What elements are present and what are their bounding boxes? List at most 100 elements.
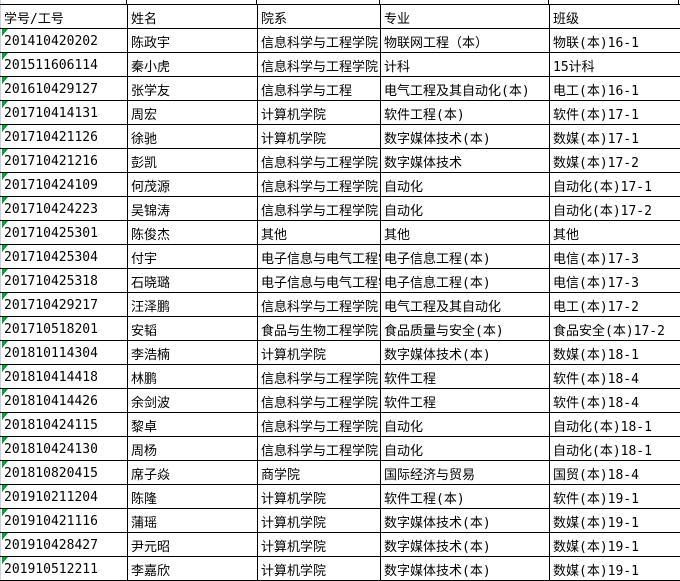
cell-student-id[interactable]: 201710425318 bbox=[1, 269, 128, 293]
cell-name[interactable]: 黎卓 bbox=[128, 413, 258, 437]
cell-major[interactable]: 自动化 bbox=[381, 437, 550, 461]
cell-department[interactable]: 计算机学院 bbox=[258, 509, 381, 533]
cell-class[interactable]: 自动化(本)18-1 bbox=[550, 413, 680, 437]
cell-class[interactable]: 15计科 bbox=[550, 53, 680, 77]
cell-department[interactable]: 信息科学与工程学院 bbox=[258, 149, 381, 173]
cell-student-id[interactable]: 201810424130 bbox=[1, 437, 128, 461]
cell-department[interactable]: 信息科学与工程学院 bbox=[258, 389, 381, 413]
cell-department[interactable]: 计算机学院 bbox=[258, 341, 381, 365]
cell-class[interactable]: 自动化(本)17-1 bbox=[550, 173, 680, 197]
cell-major[interactable]: 自动化 bbox=[381, 173, 550, 197]
cell-student-id[interactable]: 201710429217 bbox=[1, 293, 128, 317]
cell-class[interactable]: 软件(本)18-4 bbox=[550, 365, 680, 389]
cell-name[interactable]: 周宏 bbox=[128, 101, 258, 125]
cell-department[interactable]: 其他 bbox=[258, 221, 381, 245]
cell-class[interactable]: 自动化(本)17-2 bbox=[550, 197, 680, 221]
cell-class[interactable]: 物联(本)16-1 bbox=[550, 29, 680, 53]
cell-major[interactable]: 电子信息工程(本) bbox=[381, 269, 550, 293]
cell-student-id[interactable]: 201410420202 bbox=[1, 29, 128, 53]
cell-class[interactable]: 软件(本)18-4 bbox=[550, 389, 680, 413]
cell-department[interactable]: 计算机学院 bbox=[258, 101, 381, 125]
cell-major[interactable]: 电气工程及其自动化 bbox=[381, 293, 550, 317]
cell-department[interactable]: 信息科学与工程学院 bbox=[258, 173, 381, 197]
cell-student-id[interactable]: 201710414131 bbox=[1, 101, 128, 125]
column-header-class[interactable]: 班级 bbox=[550, 5, 680, 29]
cell-major[interactable]: 软件工程 bbox=[381, 389, 550, 413]
cell-student-id[interactable]: 201810414426 bbox=[1, 389, 128, 413]
cell-name[interactable]: 石晓璐 bbox=[128, 269, 258, 293]
cell-name[interactable]: 汪泽鹏 bbox=[128, 293, 258, 317]
cell-major[interactable]: 国际经济与贸易 bbox=[381, 461, 550, 485]
cell-student-id[interactable]: 201710425301 bbox=[1, 221, 128, 245]
cell-major[interactable]: 自动化 bbox=[381, 413, 550, 437]
cell-class[interactable]: 电工(本)17-2 bbox=[550, 293, 680, 317]
cell-name[interactable]: 张学友 bbox=[128, 77, 258, 101]
cell-class[interactable]: 数媒(本)17-1 bbox=[550, 125, 680, 149]
cell-major[interactable]: 数字媒体技术(本) bbox=[381, 533, 550, 557]
cell-name[interactable]: 尹元昭 bbox=[128, 533, 258, 557]
cell-student-id[interactable]: 201710424223 bbox=[1, 197, 128, 221]
cell-department[interactable]: 信息科学与工程学院 bbox=[258, 197, 381, 221]
cell-name[interactable]: 付宇 bbox=[128, 245, 258, 269]
cell-major[interactable]: 数字媒体技术(本) bbox=[381, 557, 550, 581]
cell-name[interactable]: 何茂源 bbox=[128, 173, 258, 197]
cell-student-id[interactable]: 201810414418 bbox=[1, 365, 128, 389]
cell-class[interactable]: 数媒(本)18-1 bbox=[550, 341, 680, 365]
cell-class[interactable]: 电信(本)17-3 bbox=[550, 269, 680, 293]
cell-major[interactable]: 数字媒体技术 bbox=[381, 149, 550, 173]
cell-department[interactable]: 信息科学与工程 bbox=[258, 77, 381, 101]
cell-class[interactable]: 其他 bbox=[550, 221, 680, 245]
cell-major[interactable]: 物联网工程（本） bbox=[381, 29, 550, 53]
cell-name[interactable]: 余剑波 bbox=[128, 389, 258, 413]
cell-student-id[interactable]: 201511606114 bbox=[1, 53, 128, 77]
cell-name[interactable]: 李嘉欣 bbox=[128, 557, 258, 581]
cell-student-id[interactable]: 201710421126 bbox=[1, 125, 128, 149]
cell-class[interactable]: 软件(本)19-1 bbox=[550, 485, 680, 509]
cell-major[interactable]: 软件工程(本) bbox=[381, 101, 550, 125]
cell-class[interactable]: 食品安全(本)17-2 bbox=[550, 317, 680, 341]
cell-student-id[interactable]: 201710518201 bbox=[1, 317, 128, 341]
cell-name[interactable]: 吴锦涛 bbox=[128, 197, 258, 221]
cell-name[interactable]: 蒲瑶 bbox=[128, 509, 258, 533]
cell-class[interactable]: 国贸(本)18-4 bbox=[550, 461, 680, 485]
cell-department[interactable]: 计算机学院 bbox=[258, 485, 381, 509]
cell-major[interactable]: 其他 bbox=[381, 221, 550, 245]
cell-name[interactable]: 李浩楠 bbox=[128, 341, 258, 365]
cell-major[interactable]: 软件工程(本) bbox=[381, 485, 550, 509]
cell-class[interactable]: 软件(本)17-1 bbox=[550, 101, 680, 125]
cell-department[interactable]: 电子信息与电气工程学院 bbox=[258, 269, 381, 293]
cell-class[interactable]: 数媒(本)17-2 bbox=[550, 149, 680, 173]
cell-student-id[interactable]: 201710421216 bbox=[1, 149, 128, 173]
cell-name[interactable]: 彭凯 bbox=[128, 149, 258, 173]
column-header-student-id[interactable]: 学号/工号 bbox=[1, 5, 128, 29]
cell-name[interactable]: 秦小虎 bbox=[128, 53, 258, 77]
cell-name[interactable]: 陈俊杰 bbox=[128, 221, 258, 245]
column-header-department[interactable]: 院系 bbox=[258, 5, 381, 29]
cell-name[interactable]: 徐驰 bbox=[128, 125, 258, 149]
cell-major[interactable]: 计科 bbox=[381, 53, 550, 77]
cell-department[interactable]: 信息科学与工程学院 bbox=[258, 29, 381, 53]
cell-department[interactable]: 信息科学与工程学院 bbox=[258, 413, 381, 437]
cell-major[interactable]: 软件工程 bbox=[381, 365, 550, 389]
column-header-major[interactable]: 专业 bbox=[381, 5, 550, 29]
cell-major[interactable]: 电子信息工程(本) bbox=[381, 245, 550, 269]
cell-department[interactable]: 电子信息与电气工程学院 bbox=[258, 245, 381, 269]
cell-student-id[interactable]: 201710424109 bbox=[1, 173, 128, 197]
cell-student-id[interactable]: 201710425304 bbox=[1, 245, 128, 269]
cell-major[interactable]: 自动化 bbox=[381, 197, 550, 221]
cell-name[interactable]: 林鹏 bbox=[128, 365, 258, 389]
cell-name[interactable]: 陈隆 bbox=[128, 485, 258, 509]
cell-department[interactable]: 计算机学院 bbox=[258, 533, 381, 557]
cell-department[interactable]: 信息科学与工程学院 bbox=[258, 365, 381, 389]
cell-department[interactable]: 信息科学与工程学院 bbox=[258, 293, 381, 317]
cell-class[interactable]: 数媒(本)19-1 bbox=[550, 533, 680, 557]
cell-student-id[interactable]: 201910428427 bbox=[1, 533, 128, 557]
cell-student-id[interactable]: 201810114304 bbox=[1, 341, 128, 365]
cell-department[interactable]: 商学院 bbox=[258, 461, 381, 485]
cell-class[interactable]: 自动化(本)18-1 bbox=[550, 437, 680, 461]
cell-student-id[interactable]: 201910512211 bbox=[1, 557, 128, 581]
cell-major[interactable]: 电气工程及其自动化(本) bbox=[381, 77, 550, 101]
cell-name[interactable]: 周杨 bbox=[128, 437, 258, 461]
cell-name[interactable]: 陈政宇 bbox=[128, 29, 258, 53]
cell-major[interactable]: 数字媒体技术(本) bbox=[381, 341, 550, 365]
